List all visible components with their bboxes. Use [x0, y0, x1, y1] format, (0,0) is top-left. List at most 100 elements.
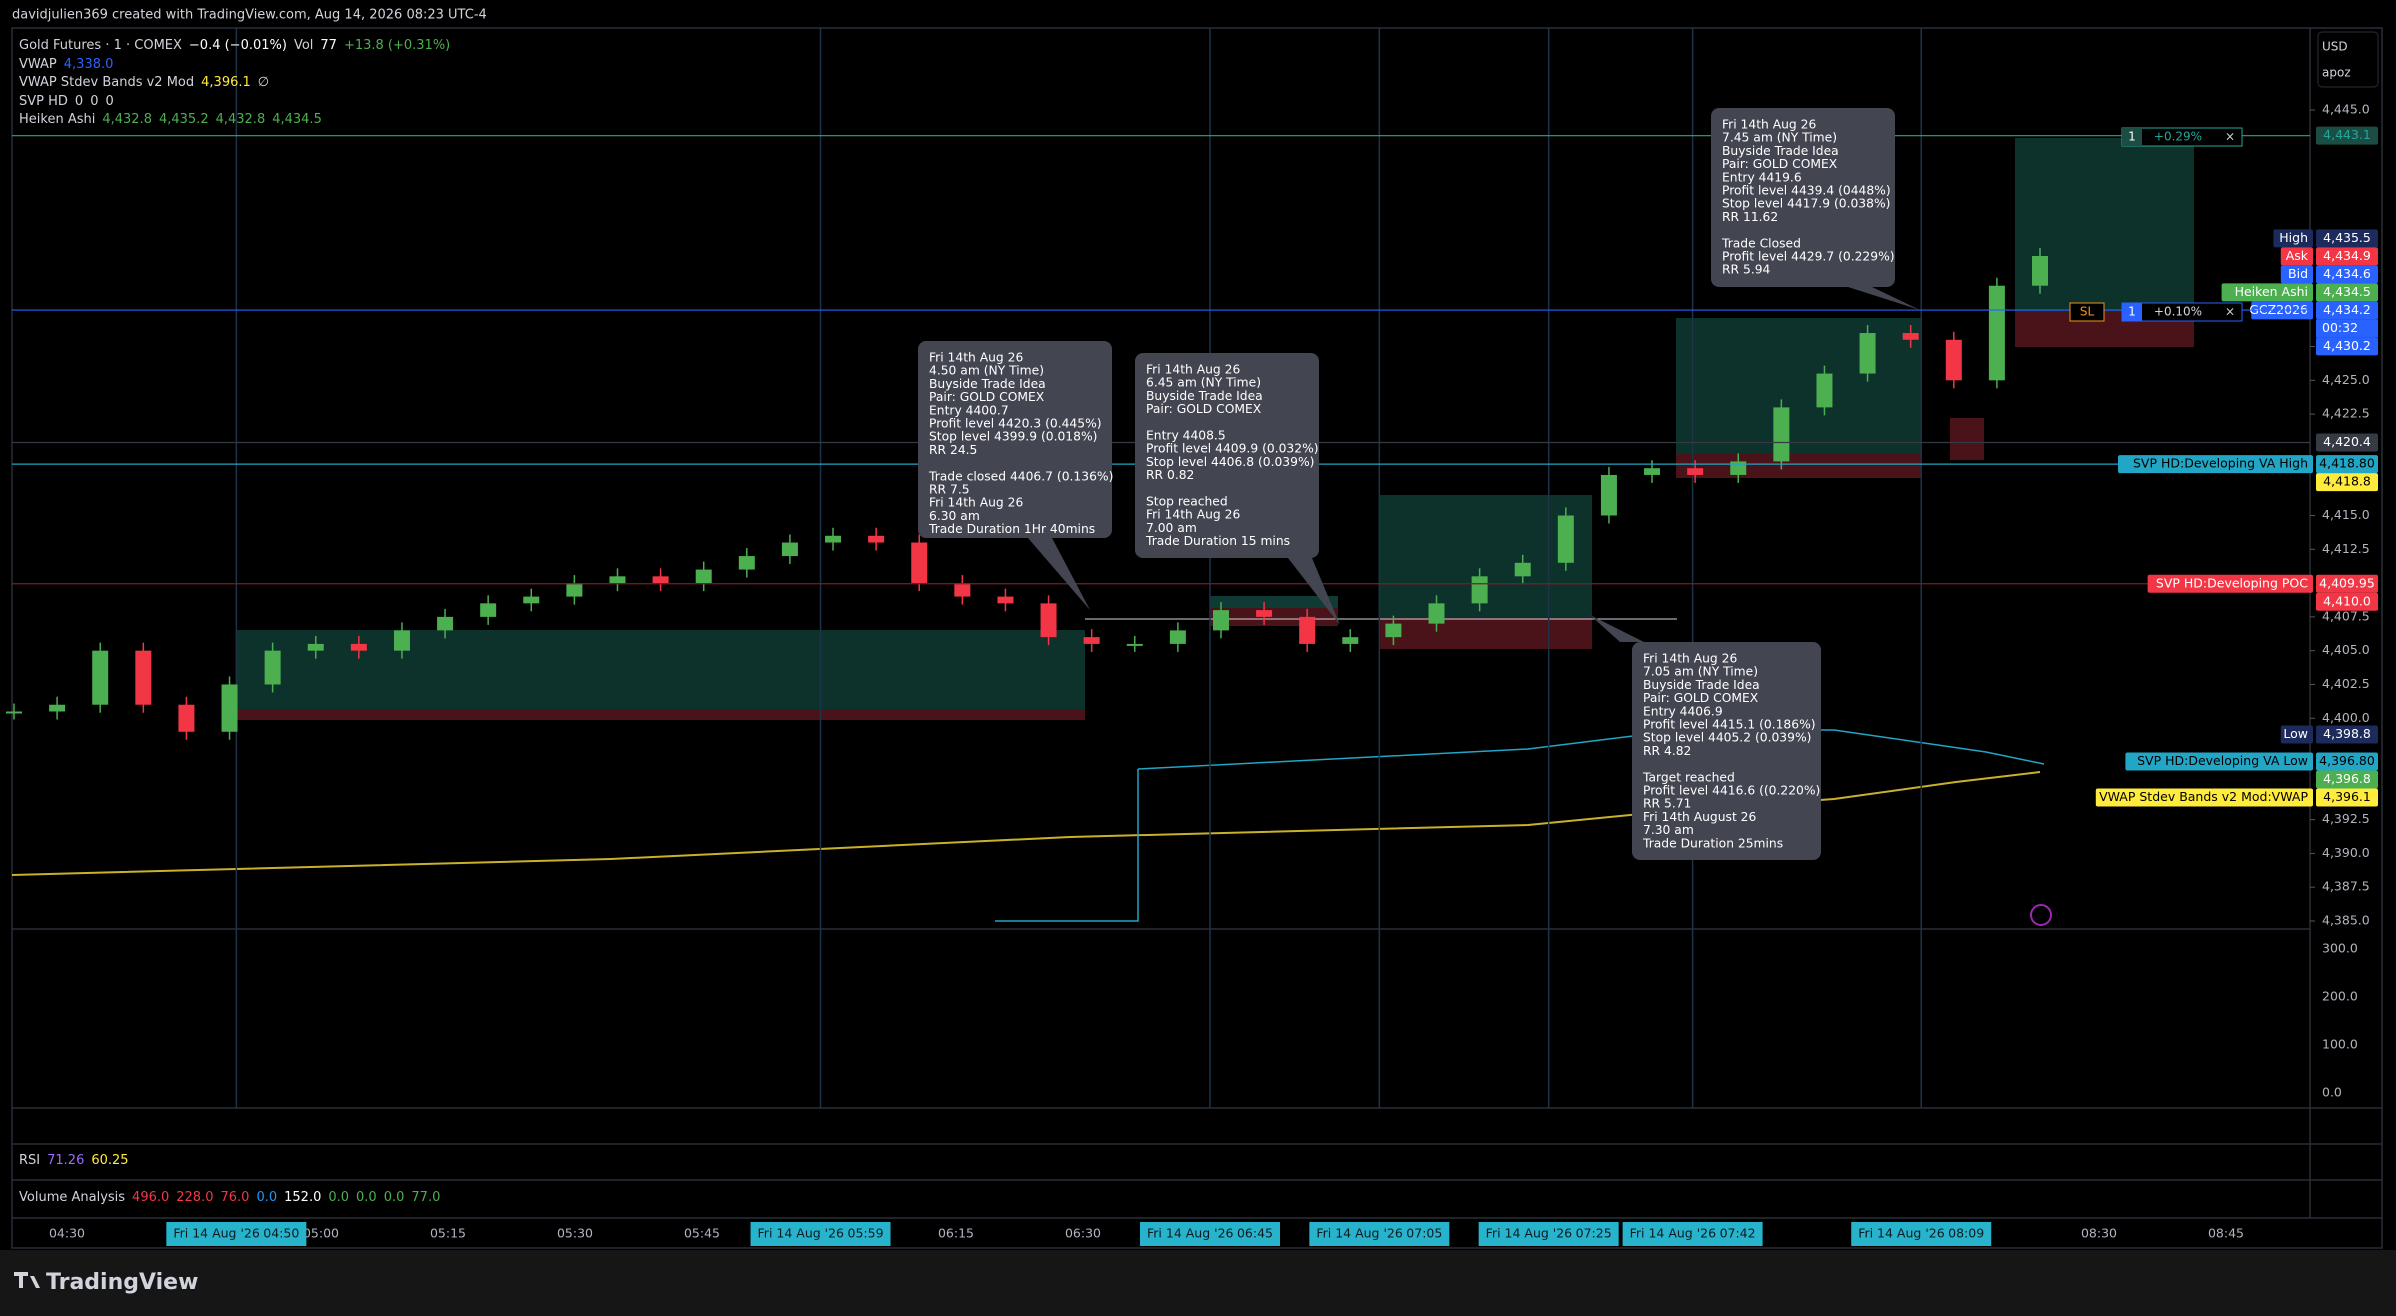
candle: [1945, 339, 1962, 381]
callout-line: Stop level 4399.9 (0.018%): [929, 430, 1097, 444]
brand-logo: [14, 1272, 40, 1288]
callout-line: Entry 4406.9: [1643, 704, 1723, 718]
highlight-date: Fri 14 Aug '26: [1147, 1226, 1234, 1241]
highlight-date: Fri 14 Aug '26: [173, 1226, 260, 1241]
price-tick-label: 4,392.5: [2322, 811, 2370, 826]
time-tick-label: 08:30: [2081, 1226, 2117, 1241]
price-tag-name-box: [2280, 247, 2313, 266]
price-tag-label: 4,434.5: [2323, 284, 2371, 299]
time-highlight: [1851, 1222, 1992, 1246]
callout-line: Stop level 4417.9 (0.038%): [1722, 197, 1890, 211]
position-close: ×: [2225, 305, 2235, 319]
callout-line: Fri 14th Aug 26: [1146, 363, 1240, 377]
legend-text: Gold Futures · 1 · COMEX: [19, 38, 182, 53]
price-tag-label: 4,443.1: [2323, 127, 2371, 142]
callout-line: Trade closed 4406.7 (0.136%): [928, 469, 1113, 483]
callout-line: RR 11.62: [1722, 210, 1778, 224]
callout-line: Profit level 4429.7 (0.229%): [1722, 250, 1895, 264]
candle: [264, 650, 281, 685]
volume-analysis-legend: Volume Analysis 496.0 228.0 76.0 0.0 152.0 0.0…: [19, 1190, 447, 1205]
highlight-time: 07:05: [1406, 1226, 1442, 1241]
candle: [1299, 616, 1316, 644]
price-tick-label: 4,422.5: [2322, 406, 2370, 421]
price-tick-label: 4,385.0: [2322, 913, 2370, 928]
volume-tick-label: 100.0: [2322, 1037, 2358, 1052]
legend-text: 77: [320, 38, 337, 53]
price-tag-label: 4,420.4: [2323, 434, 2371, 449]
candle: [1644, 468, 1661, 475]
stop-zone: [1676, 454, 1922, 478]
price-tag-name-box: [2125, 752, 2313, 771]
time-tick-label: 05:45: [684, 1226, 720, 1241]
price-tag: [2316, 788, 2378, 807]
candle: [1859, 333, 1876, 374]
candle: [1212, 610, 1229, 631]
volume-tick-label: 200.0: [2322, 989, 2358, 1004]
price-tick-label: 4,415.0: [2322, 507, 2370, 522]
price-tick-label: 4,402.5: [2322, 676, 2370, 691]
candle: [350, 643, 367, 651]
position-qty-box: [2122, 303, 2142, 321]
legend-text: 60.25: [91, 1153, 129, 1168]
candle: [1988, 285, 2005, 381]
candle: [1342, 637, 1359, 644]
candle: [954, 583, 971, 597]
time-tick-label: 06:15: [938, 1226, 974, 1241]
price-tag-name: SVP HD:Developing POC: [2156, 575, 2308, 590]
candle: [1557, 515, 1574, 563]
callout-line: RR 5.71: [1643, 797, 1691, 811]
callout-line: 7.30 am: [1643, 823, 1694, 837]
price-tag-label: 4,418.8: [2323, 474, 2371, 489]
position-pnl: +0.29%: [2154, 130, 2202, 144]
rsi-legend: RSI 71.26 60.25: [19, 1153, 136, 1168]
va-low-line: [1137, 729, 2045, 770]
legend-text: 0: [74, 93, 84, 109]
legend-text: 152.0: [284, 1190, 322, 1205]
price-tick-label: 4,405.0: [2322, 642, 2370, 657]
stop-zone: [1950, 418, 1984, 460]
price-tag-name: SVP HD:Developing VA High: [2133, 456, 2308, 471]
candle: [911, 542, 928, 584]
highlight-date: Fri 14 Aug '26: [1858, 1226, 1945, 1241]
time-highlight: [1140, 1222, 1280, 1246]
legend-text: 4,432.8: [102, 112, 152, 127]
profit-zone: [1676, 318, 1922, 454]
callout-line: 6.30 am: [929, 509, 980, 523]
candle: [1428, 603, 1445, 624]
price-tag-label: 4,409.95: [2319, 575, 2375, 590]
candle: [178, 704, 195, 732]
legend-text: 4,396.1: [201, 75, 251, 90]
callout-line: Fri 14th August 26: [1643, 810, 1756, 824]
price-tag-name-box: [2118, 455, 2313, 474]
candle: [868, 535, 885, 543]
callout-tail: [1848, 287, 1920, 310]
legend-row: Gold Futures · 1 · COMEX −0.4 (−0.01%) Vol…: [19, 38, 457, 53]
legend-text: 0.0: [383, 1190, 405, 1205]
profit-zone: [237, 630, 1085, 709]
callout-line: Pair: GOLD COMEX: [1146, 402, 1262, 416]
time-highlight: [1622, 1222, 1763, 1246]
callout-line: 6.45 am (NY Time): [1146, 376, 1261, 390]
stop-zone: [237, 709, 1085, 720]
callout: [1711, 108, 1895, 287]
legend-text: −0.4 (−0.01%): [188, 38, 287, 53]
price-tag: [2316, 752, 2378, 771]
candle: [1126, 643, 1143, 646]
position-close: ×: [2225, 130, 2235, 144]
price-tag-label: 4,434.9: [2323, 248, 2371, 263]
price-tag: [2316, 283, 2378, 302]
legend-text: 4,434.5: [272, 112, 322, 127]
legend-text: Vol: [293, 38, 314, 53]
price-tag: [2316, 574, 2378, 593]
highlight-time: 07:42: [1720, 1226, 1756, 1241]
legend-row: SVP HD 0 0 0: [19, 94, 121, 109]
candle: [738, 556, 755, 570]
candle: [652, 576, 669, 584]
alert-icon: [2030, 904, 2052, 926]
position-qty: 1: [2128, 305, 2136, 319]
price-tag-name-box: [2273, 229, 2313, 248]
candle: [1773, 407, 1790, 462]
price-tag-name-box: [2280, 725, 2313, 744]
time-highlight: [1309, 1222, 1450, 1246]
